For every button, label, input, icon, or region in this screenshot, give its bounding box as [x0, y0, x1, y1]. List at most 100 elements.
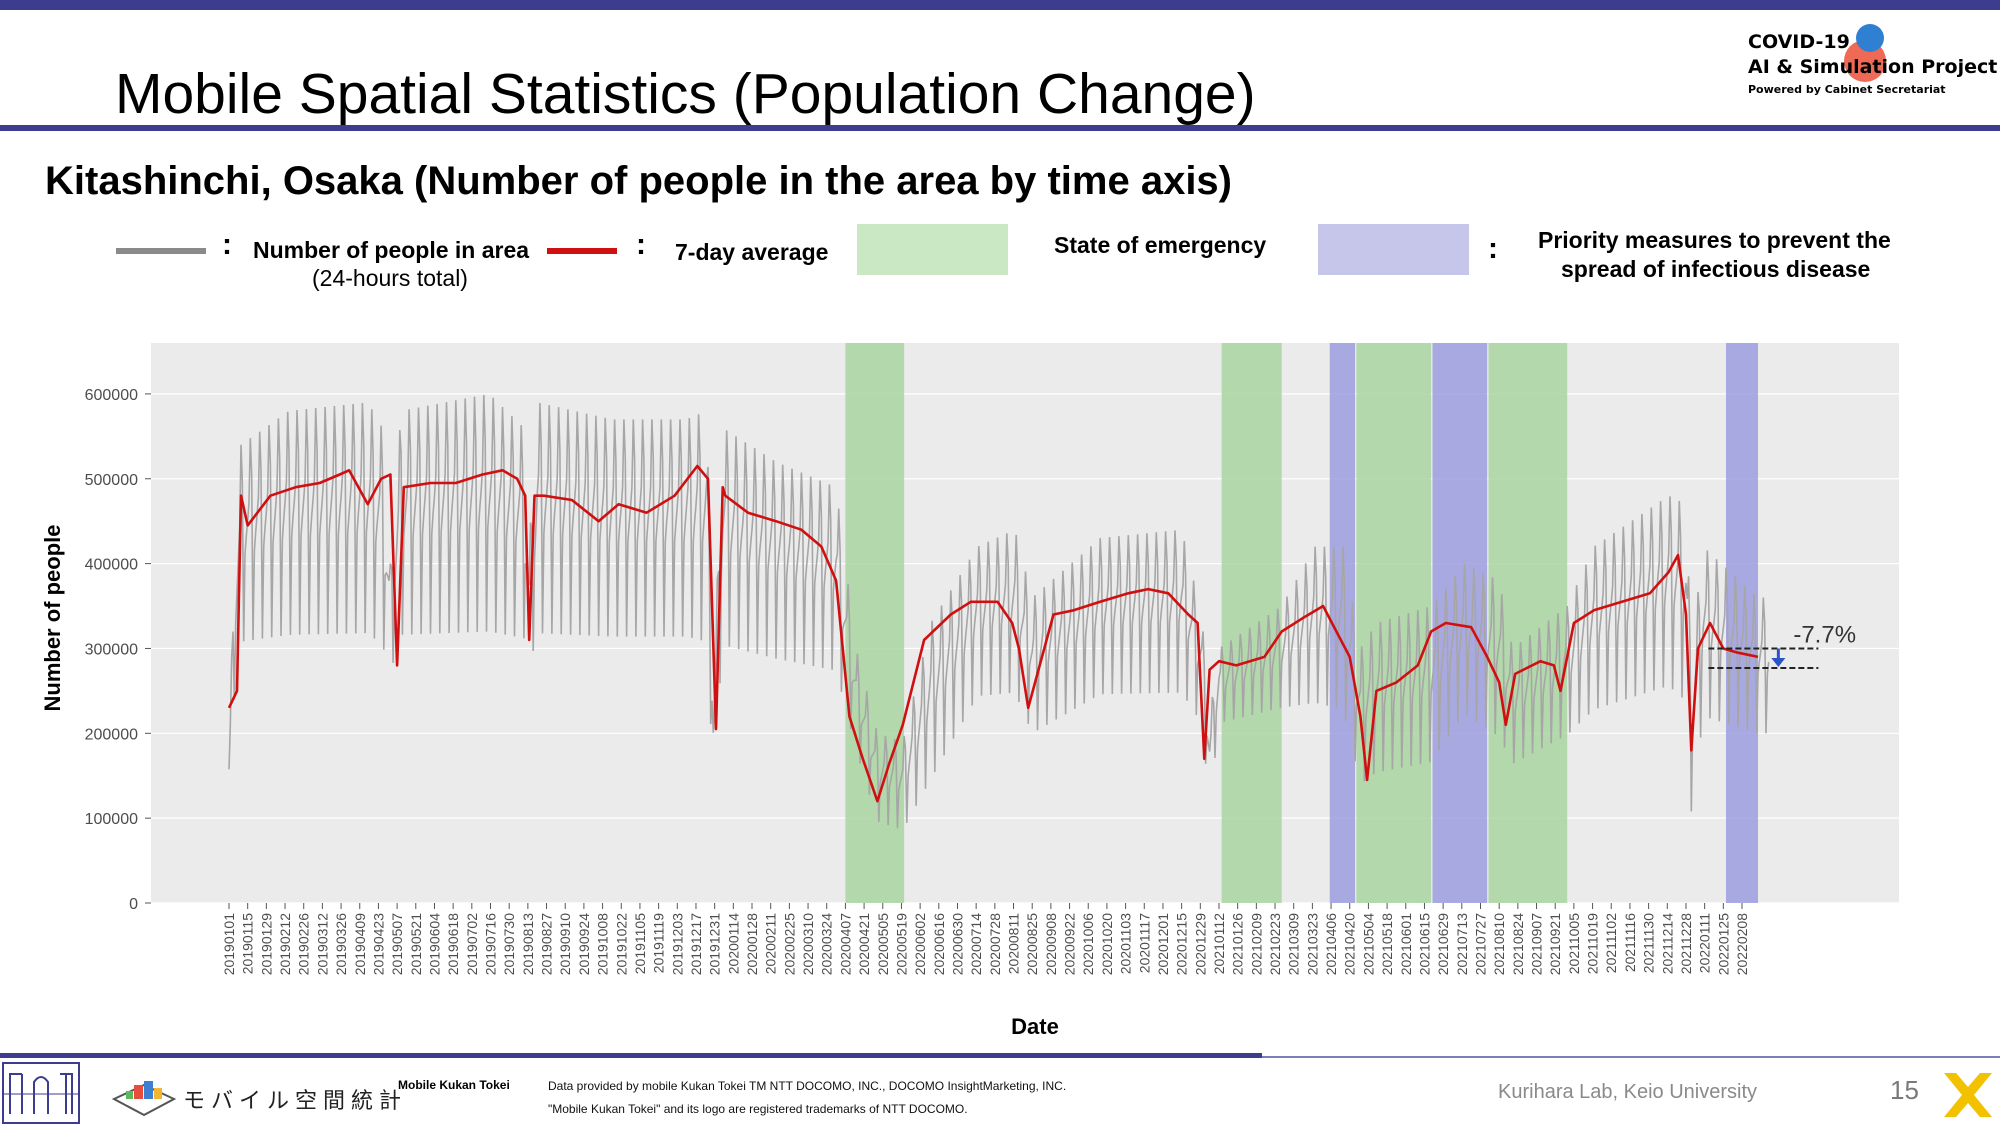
- legend-priority-swatch: [1318, 224, 1469, 275]
- y-tick-label: 600000: [85, 387, 138, 404]
- legend-raw-sublabel: (24-hours total): [312, 265, 468, 291]
- priority-period: [1329, 343, 1356, 903]
- x-tick-label: 20211005: [1566, 913, 1582, 974]
- x-tick-label: 20210810: [1491, 913, 1507, 976]
- x-tick-label: 20190115: [240, 913, 256, 974]
- x-tick-label: 20210323: [1304, 913, 1320, 976]
- top-accent-bar: [0, 0, 2000, 10]
- x-tick-label: 20211019: [1585, 913, 1601, 974]
- project-logo: COVID-19 AI & Simulation Project Powered…: [1748, 24, 1997, 110]
- x-tick-label: 20210112: [1211, 913, 1227, 974]
- x-tick-label: 20210518: [1379, 913, 1395, 976]
- avg-series: [227, 464, 1759, 803]
- x-tick-label: 20210406: [1323, 913, 1339, 976]
- x-tick-label: 20201229: [1192, 913, 1208, 976]
- x-tick-label: 20200128: [744, 913, 760, 976]
- y-axis-ticks: 0 100000 200000 300000 400000 500000 600000: [85, 387, 151, 913]
- x-tick-label: 20201020: [1099, 913, 1115, 976]
- plot-panel: [151, 343, 1899, 903]
- x-tick-label: 20210824: [1510, 913, 1526, 976]
- x-tick-label: 20211102: [1603, 913, 1619, 973]
- x-tick-label: 20201215: [1174, 913, 1190, 976]
- x-tick-label: 20191119: [651, 913, 667, 973]
- x-tick-label: 20190507: [389, 913, 405, 976]
- x-tick-label: 20190813: [520, 913, 536, 976]
- x-tick-label: 20210420: [1342, 913, 1358, 976]
- series-line-raw: [228, 394, 1770, 829]
- x-tick-label: 20200728: [987, 913, 1003, 976]
- x-tick-label: 20190702: [464, 913, 480, 976]
- legend-emergency-swatch: [857, 224, 1008, 275]
- x-tick-label: 20200505: [875, 913, 891, 976]
- x-tick-label: 20210615: [1417, 913, 1433, 976]
- series-line-avg: [227, 464, 1759, 803]
- x-tick-label: 20200211: [763, 913, 779, 974]
- legend-priority-label-1: Priority measures to prevent the: [1538, 227, 1891, 253]
- x-tick-label: 20190604: [427, 913, 443, 976]
- x-tick-label: 20200519: [893, 913, 909, 976]
- x-tick-label: 20200825: [1024, 913, 1040, 976]
- x-tick-label: 20200407: [837, 913, 853, 976]
- x-tick-label: 20191231: [707, 913, 723, 976]
- x-tick-label: 20190409: [352, 913, 368, 976]
- emergency-period: [845, 343, 905, 903]
- x-tick-label: 20210223: [1267, 913, 1283, 976]
- x-tick-label: 20211228: [1678, 913, 1694, 974]
- legend-colon-1: :: [222, 228, 232, 261]
- legend-raw-label: Number of people in area: [253, 237, 530, 263]
- page-number: 15: [1890, 1075, 1919, 1105]
- x-tick-label: 20191022: [613, 913, 629, 976]
- x-tick-label: 20200421: [856, 913, 872, 976]
- lab-name: Kurihara Lab, Keio University: [1498, 1081, 1758, 1103]
- x-tick-label: 20200310: [800, 913, 816, 976]
- chart-subtitle: Kitashinchi, Osaka (Number of people in …: [45, 159, 1232, 203]
- y-tick-label: 200000: [85, 726, 138, 743]
- x-tick-label: 20191203: [669, 913, 685, 976]
- x-tick-label: 20190312: [314, 913, 330, 976]
- x-tick-label: 20200908: [1043, 913, 1059, 976]
- x-tick-label: 20201103: [1118, 913, 1134, 974]
- annotation-arrow-head: [1771, 658, 1786, 668]
- y-tick-label: 500000: [85, 472, 138, 489]
- x-tick-label: 20190924: [576, 913, 592, 976]
- x-tick-label: 20191105: [632, 913, 648, 974]
- x-tick-label: 20200616: [931, 913, 947, 976]
- x-tick-label: 20210907: [1529, 913, 1545, 976]
- x-tick-label: 20220111: [1697, 913, 1713, 973]
- x-tick-label: 20190101: [221, 913, 237, 976]
- x-tick-label: 20191008: [595, 913, 611, 976]
- x-tick-label: 20200114: [725, 913, 741, 974]
- x-tick-label: 20210209: [1248, 913, 1264, 976]
- x-tick-label: 20200602: [912, 913, 928, 976]
- legend-colon-3: :: [1488, 232, 1498, 265]
- x-tick-label: 20200714: [968, 913, 984, 976]
- x-tick-label: 20190521: [408, 913, 424, 976]
- x-tick-label: 20210921: [1547, 913, 1563, 976]
- y-axis-label: Number of people: [40, 524, 65, 711]
- x-tick-label: 20191217: [688, 913, 704, 976]
- logo-line-3: Powered by Cabinet Secretariat: [1748, 83, 1946, 96]
- annotation-label: -7.7%: [1793, 621, 1856, 648]
- x-tick-label: 20220125: [1715, 913, 1731, 976]
- legend-colon-2: :: [636, 228, 646, 261]
- x-tick-label: 20190618: [445, 913, 461, 976]
- x-tick-label: 20210126: [1230, 913, 1246, 976]
- slide-title: Mobile Spatial Statistics (Population Ch…: [115, 62, 1256, 126]
- x-tick-label: 20190910: [557, 913, 573, 976]
- x-tick-label: 20190129: [258, 913, 274, 976]
- y-tick-label: 300000: [85, 641, 138, 658]
- x-tick-label: 20210713: [1454, 913, 1470, 976]
- x-tick-label: 20190827: [539, 913, 555, 976]
- x-tick-label: 20190423: [370, 913, 386, 976]
- x-tick-label: 20200630: [950, 913, 966, 976]
- title-underline: [0, 125, 2000, 131]
- x-tick-label: 20190326: [333, 913, 349, 976]
- x-tick-label: 20210727: [1473, 913, 1489, 976]
- emergency-period: [1221, 343, 1282, 903]
- legend-avg-swatch: [547, 248, 617, 254]
- mobile-kukan-tokei-logo-icon: [111, 1075, 177, 1119]
- footer-rule: [0, 1053, 1262, 1058]
- x-tick-label: 20210629: [1435, 913, 1451, 976]
- footer-credit-2: "Mobile Kukan Tokei" and its logo are re…: [548, 1102, 968, 1116]
- x-axis-ticks: 20190101 20190115 20190129 20190212 20190226…: [221, 903, 1750, 975]
